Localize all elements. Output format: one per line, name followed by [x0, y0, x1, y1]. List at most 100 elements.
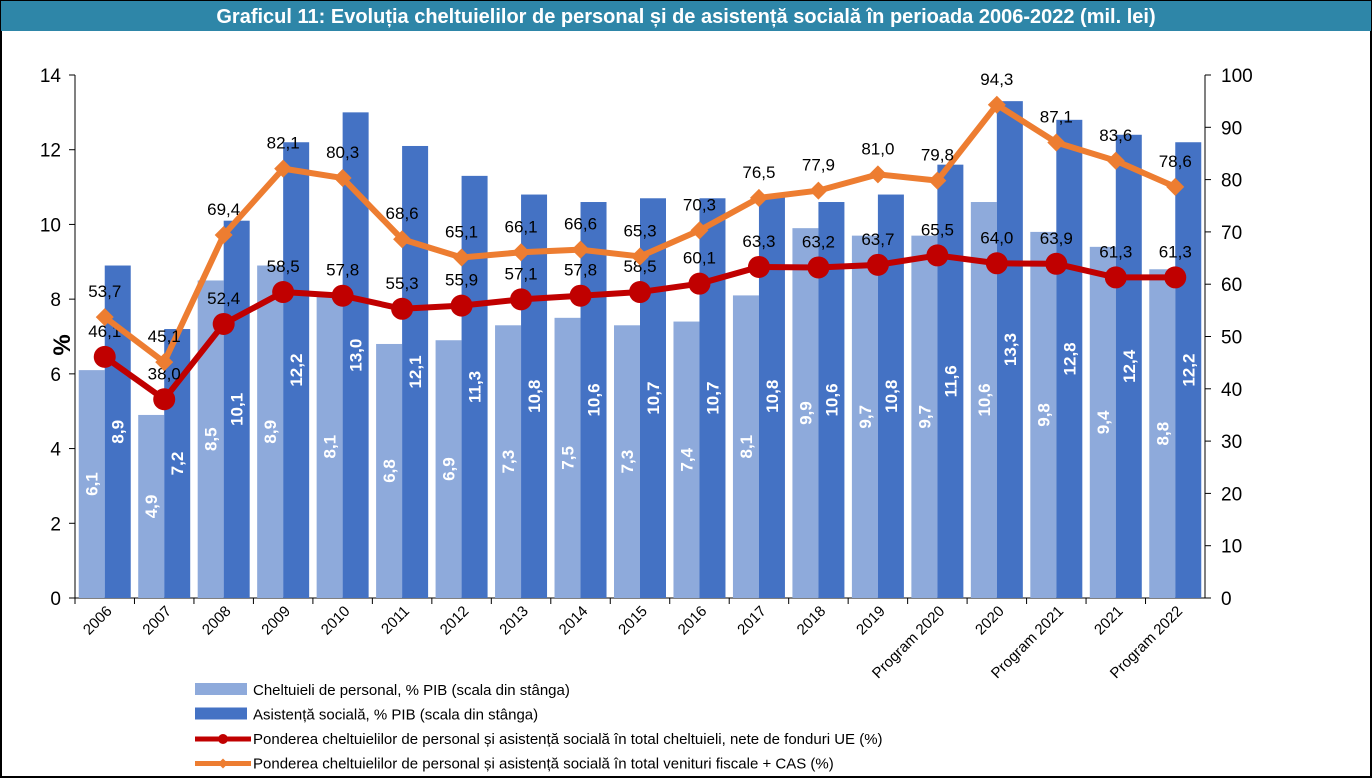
y-tick-label: 2: [50, 514, 61, 535]
line-marker: [512, 243, 531, 262]
chart-title: Graficul 11: Evoluția cheltuielilor de p…: [216, 6, 1155, 28]
bar-value-label: 9,7: [915, 405, 934, 429]
line-marker: [1047, 133, 1066, 152]
line-value-label: 70,3: [683, 195, 716, 214]
line-marker: [987, 95, 1006, 114]
line-marker: [153, 388, 176, 411]
bar-value-label: 9,8: [1034, 403, 1053, 427]
line-value-label: 81,0: [861, 139, 894, 158]
line-marker: [1166, 177, 1185, 196]
line-marker: [1104, 266, 1127, 289]
y2-tick-label: 100: [1221, 66, 1253, 87]
bar: [580, 202, 607, 598]
bar-value-label: 10,6: [822, 383, 841, 416]
line-value-label: 80,3: [326, 143, 359, 162]
bar-value-label: 12,2: [287, 354, 306, 387]
line-value-label: 45,1: [148, 327, 181, 346]
bar-value-label: 13,3: [1001, 333, 1020, 366]
line-value-label: 57,1: [505, 264, 538, 283]
line-value-label: 83,6: [1099, 126, 1132, 145]
line-marker: [212, 312, 235, 335]
line-marker: [391, 297, 414, 320]
bar-value-label: 12,4: [1120, 349, 1139, 383]
line-value-label: 77,9: [802, 156, 835, 175]
bar: [1089, 246, 1116, 599]
y2-tick-label: 40: [1221, 380, 1242, 401]
bar-value-label: 12,1: [406, 355, 425, 388]
bar: [1115, 134, 1142, 598]
line-marker: [569, 284, 592, 307]
bar-value-label: 7,5: [559, 446, 578, 470]
legend-swatch: [195, 707, 247, 720]
line-marker: [274, 159, 293, 178]
bar-value-label: 10,6: [585, 383, 604, 416]
bar-value-label: 7,2: [168, 452, 187, 476]
line-value-label: 57,8: [564, 261, 597, 280]
bar: [996, 101, 1023, 599]
line-marker: [749, 188, 768, 207]
legend-label: Ponderea cheltuielilor de personal și as…: [253, 731, 883, 748]
bar-value-label: 10,7: [703, 382, 722, 415]
line-value-label: 53,7: [88, 282, 121, 301]
line-value-label: 63,9: [1040, 229, 1073, 248]
line-value-label: 76,5: [742, 163, 775, 182]
line-marker: [155, 353, 174, 372]
legend-label: Cheltuieli de personal, % PIB (scala din…: [253, 682, 570, 699]
bar: [792, 228, 819, 598]
bar-value-label: 9,7: [856, 405, 875, 429]
line-marker: [688, 272, 711, 295]
bar-value-label: 10,8: [882, 380, 901, 413]
line-value-label: 87,1: [1040, 107, 1073, 126]
y2-tick-label: 50: [1221, 328, 1242, 349]
bar-value-label: 6,8: [380, 459, 399, 483]
bar-value-label: 7,3: [618, 450, 637, 474]
line-marker: [809, 181, 828, 200]
bar-value-label: 11,3: [466, 371, 485, 403]
bar-value-label: 6,1: [83, 472, 102, 496]
title-bar: [1, 1, 1371, 31]
bar: [851, 235, 878, 598]
bar-value-label: 9,9: [796, 401, 815, 425]
line-marker: [868, 165, 887, 184]
line-marker: [95, 308, 114, 327]
bar: [732, 295, 759, 598]
legend-label: Asistență socială, % PIB (scala din stân…: [253, 707, 538, 724]
bar-value-label: 10,7: [644, 382, 663, 415]
line-value-label: 78,6: [1159, 152, 1192, 171]
line-marker: [631, 247, 649, 266]
legend-marker: [218, 734, 228, 744]
bar-value-label: 8,1: [321, 435, 340, 459]
bar: [461, 175, 488, 598]
bar-value-label: 9,4: [1094, 410, 1113, 434]
line-marker: [1045, 252, 1068, 275]
line-value-label: 94,3: [980, 70, 1013, 89]
bar: [1175, 142, 1202, 598]
bar: [911, 235, 938, 598]
bar-value-label: 7,4: [677, 447, 696, 471]
legend-label: Ponderea cheltuielilor de personal și as…: [253, 756, 834, 773]
bar: [138, 414, 165, 598]
bar-value-label: 8,9: [261, 420, 280, 444]
line-value-label: 55,3: [386, 274, 419, 293]
line-marker: [571, 240, 590, 259]
line-marker: [393, 230, 412, 249]
line-marker: [629, 281, 651, 304]
bar-value-label: 8,8: [1153, 422, 1172, 446]
line-marker: [926, 244, 949, 267]
y-tick-label: 8: [50, 290, 61, 311]
legend-swatch: [195, 683, 247, 695]
y2-tick-label: 70: [1221, 223, 1242, 244]
bar-value-label: 4,9: [142, 495, 161, 519]
bar: [376, 343, 403, 598]
line-marker: [807, 256, 830, 279]
line-marker: [333, 169, 352, 188]
bar: [402, 145, 429, 598]
bar: [673, 321, 700, 598]
bar: [283, 142, 310, 598]
line-value-label: 52,4: [207, 289, 240, 308]
bar-value-label: 8,5: [202, 427, 221, 451]
y2-tick-label: 20: [1221, 484, 1242, 505]
line-value-label: 66,6: [564, 215, 597, 234]
line-value-label: 60,1: [683, 249, 716, 268]
